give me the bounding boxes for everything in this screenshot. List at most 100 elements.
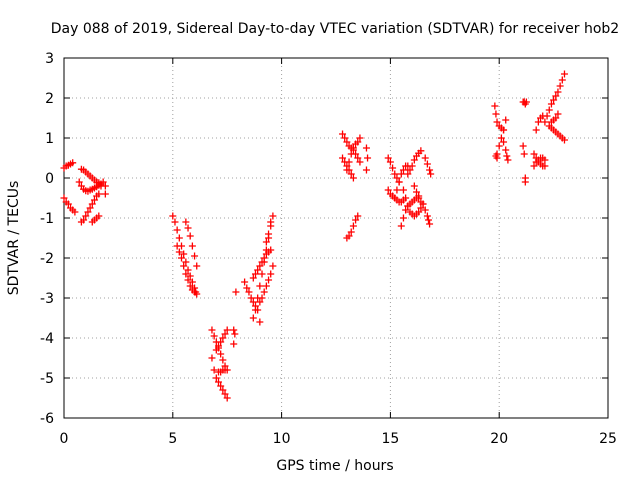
data-point [212, 346, 220, 354]
series-arc-07 [95, 178, 109, 198]
data-point [231, 330, 239, 338]
data-point [386, 158, 394, 166]
data-point [262, 238, 270, 246]
axis-ticks: 0 5 10 15 20 25 -6 -5 -4 -3 -2 -1 0 1 2 3 [40, 51, 617, 447]
data-point [256, 298, 264, 306]
data-point [362, 166, 370, 174]
data-point [520, 150, 528, 158]
data-point [221, 390, 229, 398]
data-point [354, 212, 362, 220]
data-point [101, 182, 109, 190]
data-point [349, 144, 357, 152]
y-tick-label: 2 [45, 91, 54, 107]
y-tick-label: -1 [40, 211, 54, 227]
data-point [88, 200, 96, 208]
series-arc-37 [493, 116, 510, 158]
data-point [421, 154, 429, 162]
data-point [389, 164, 397, 172]
data-markers [60, 70, 568, 402]
data-point [175, 248, 183, 256]
data-point [417, 147, 425, 155]
data-point [269, 212, 277, 220]
y-tick-label: -4 [40, 331, 54, 347]
series-arc-47 [547, 110, 562, 126]
data-point [356, 134, 364, 142]
data-point [541, 118, 549, 126]
data-point [349, 222, 357, 230]
data-point [208, 326, 216, 334]
data-point [349, 174, 357, 182]
series-arc-32 [404, 147, 425, 178]
data-point [391, 170, 399, 178]
series-arc-39 [500, 138, 512, 164]
series-arc-40 [519, 98, 530, 108]
series-arc-29 [391, 162, 412, 202]
data-point [186, 232, 194, 240]
data-point [343, 166, 351, 174]
data-point [550, 96, 558, 104]
plot-frame [63, 57, 609, 419]
y-tick-label: -5 [40, 371, 54, 387]
data-point [491, 102, 499, 110]
series-arc-20 [256, 262, 277, 306]
data-point [356, 158, 364, 166]
data-point [502, 146, 510, 154]
data-point [347, 170, 355, 178]
data-point [219, 356, 227, 364]
data-point [541, 162, 549, 170]
data-point [345, 158, 353, 166]
data-point [352, 216, 360, 224]
series-arc-01 [60, 194, 79, 216]
data-point [339, 154, 347, 162]
data-point [193, 290, 201, 298]
data-point [339, 130, 347, 138]
data-point [410, 182, 418, 190]
series-arc-21 [262, 212, 277, 246]
y-tick-label: 3 [45, 51, 54, 67]
data-point [347, 228, 355, 236]
data-point [410, 156, 418, 164]
data-point [256, 318, 264, 326]
data-point [399, 214, 407, 222]
data-point [560, 70, 568, 78]
data-point [245, 288, 253, 296]
series-arc-06 [88, 212, 103, 226]
data-point [184, 224, 192, 232]
data-point [260, 288, 268, 296]
y-tick-label: 1 [45, 131, 54, 147]
data-point [182, 270, 190, 278]
data-point [186, 272, 194, 280]
series-arc-15 [230, 326, 239, 348]
data-point [347, 150, 355, 158]
data-point [545, 106, 553, 114]
y-axis-label: SDTVAR / TECUs [6, 181, 22, 296]
data-point [502, 116, 510, 124]
data-point [552, 92, 560, 100]
data-point [399, 186, 407, 194]
series-arc-10 [182, 218, 201, 270]
data-point [384, 154, 392, 162]
data-point [99, 178, 107, 186]
data-point [519, 142, 527, 150]
series-arc-09 [173, 242, 201, 298]
x-tick-label: 20 [490, 431, 508, 447]
data-point [210, 366, 218, 374]
series-arc-43 [530, 150, 549, 170]
data-point [415, 194, 423, 202]
data-point [423, 212, 431, 220]
series-arc-12 [208, 326, 231, 374]
data-point [417, 204, 425, 212]
data-point [71, 208, 79, 216]
data-point [552, 114, 560, 122]
data-point [191, 252, 199, 260]
y-tick-label: -3 [40, 291, 54, 307]
data-point [182, 218, 190, 226]
y-tick-label: -6 [40, 411, 54, 427]
data-point [193, 262, 201, 270]
series-arc-25 [343, 212, 362, 242]
data-point [341, 134, 349, 142]
data-point [393, 186, 401, 194]
data-point [214, 378, 222, 386]
data-point [75, 178, 83, 186]
